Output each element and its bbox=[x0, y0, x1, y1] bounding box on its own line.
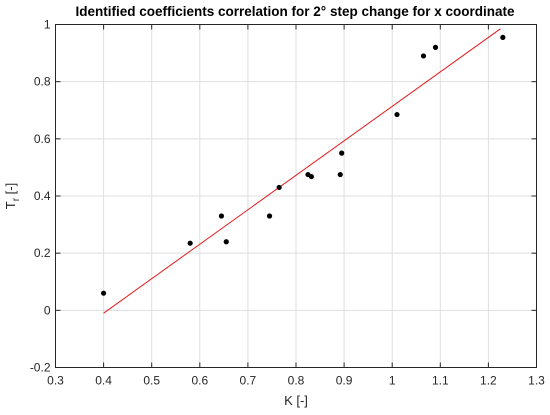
x-tick-label: 1.3 bbox=[528, 374, 545, 388]
data-point bbox=[266, 213, 273, 219]
chart-title: Identified coefficients correlation for … bbox=[76, 4, 515, 19]
grid bbox=[55, 24, 537, 368]
x-axis-ticks: 0.3 0.4 0.5 0.6 0.7 0.8 0.9 1 1.1 1.2 1.3 bbox=[47, 24, 545, 388]
x-axis-label: K [-] bbox=[284, 393, 308, 408]
data-point bbox=[337, 171, 343, 178]
y-tick-label: 0 bbox=[44, 303, 51, 317]
data-point bbox=[420, 53, 427, 59]
y-tick-label: 0.6 bbox=[34, 132, 51, 146]
y-axis-label: Tr [-] bbox=[3, 183, 22, 209]
y-axis-label-subscript: r bbox=[11, 197, 22, 201]
x-tick-label: 0.3 bbox=[47, 374, 64, 388]
y-tick-label: 0.2 bbox=[34, 246, 51, 260]
fit-line bbox=[103, 28, 501, 314]
data-point bbox=[308, 173, 314, 180]
x-tick-label: 0.8 bbox=[288, 374, 305, 388]
x-tick-label: 1 bbox=[389, 374, 396, 388]
data-point bbox=[101, 290, 107, 296]
data-point bbox=[187, 240, 193, 246]
data-points bbox=[101, 34, 506, 296]
data-point bbox=[276, 184, 282, 191]
y-tick-label: -0.2 bbox=[30, 361, 51, 375]
fit-line-layer bbox=[103, 28, 501, 314]
data-point bbox=[223, 239, 229, 245]
x-tick-label: 0.7 bbox=[240, 374, 257, 388]
x-tick-label: 0.9 bbox=[336, 374, 353, 388]
y-tick-label: 0.8 bbox=[34, 75, 51, 89]
data-point bbox=[432, 44, 439, 50]
data-point bbox=[218, 213, 225, 219]
data-point bbox=[500, 34, 506, 40]
y-tick-label: 0.4 bbox=[34, 189, 51, 203]
y-axis-label-main: T bbox=[3, 201, 18, 209]
x-tick-label: 0.6 bbox=[191, 374, 208, 388]
y-axis-label-suffix: [-] bbox=[3, 183, 18, 198]
data-point bbox=[339, 150, 345, 156]
data-point bbox=[394, 111, 400, 118]
y-axis-ticks: -0.2 0 0.2 0.4 0.6 0.8 1 bbox=[30, 18, 537, 375]
x-tick-label: 0.5 bbox=[143, 374, 160, 388]
x-tick-label: 1.2 bbox=[480, 374, 497, 388]
x-tick-label: 0.4 bbox=[95, 374, 112, 388]
x-tick-label: 1.1 bbox=[432, 374, 449, 388]
y-tick-label: 1 bbox=[44, 18, 51, 32]
